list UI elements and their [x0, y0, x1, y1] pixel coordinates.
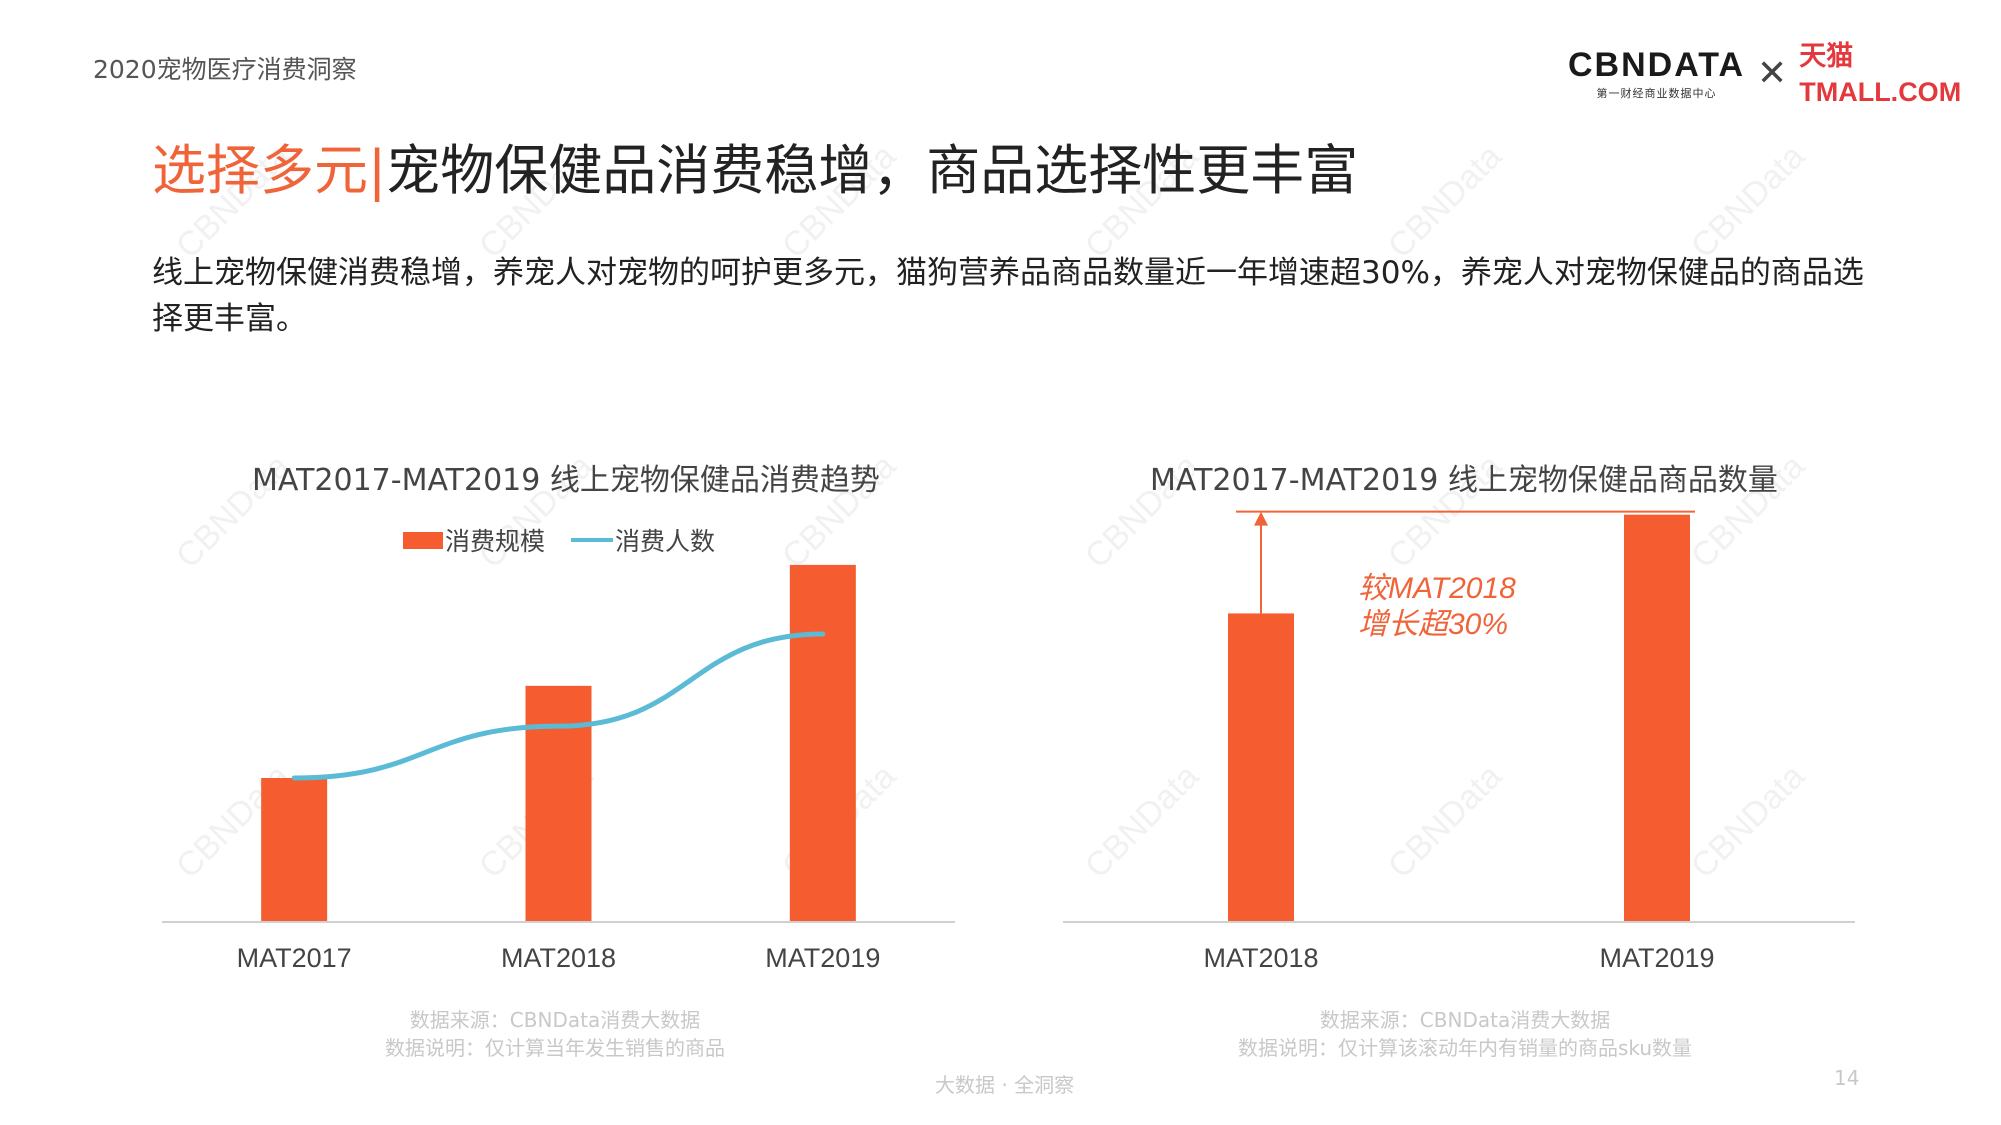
watermark-text: CBNData	[1078, 757, 1206, 885]
watermark-text: CBNData	[1684, 757, 1812, 885]
legend-label-users: 消费人数	[615, 527, 716, 556]
chart1-bar-mat2019	[789, 564, 856, 922]
chart-consumption-trend: MAT2017 MAT2018 MAT2019	[162, 564, 955, 973]
chart2-annotation-line: 增长超30%	[1358, 608, 1508, 641]
watermark-text: CBNData	[1381, 137, 1509, 265]
brand-logo: CBNDATA 第一财经商业数据中心 ✕ 天猫TMALL.COM	[1568, 38, 2001, 110]
legend-line-swatch	[571, 538, 614, 542]
chart1-x-tick-label: MAT2018	[501, 943, 616, 973]
chart1-legend: 消费规模 消费人数	[403, 522, 741, 558]
legend-bar-swatch	[403, 531, 443, 549]
chart1-bar-mat2017	[261, 778, 328, 922]
page-title: 选择多元|宠物保健品消费稳增，商品选择性更丰富	[152, 126, 1358, 205]
chart2-bar-mat2019	[1624, 514, 1690, 922]
chart1-note-explain: 数据说明：仅计算当年发生销售的商品	[385, 1036, 725, 1060]
chart2-source-note: 数据来源：CBNData消费大数据 数据说明：仅计算该滚动年内有销量的商品sku…	[1180, 1006, 1750, 1062]
chart1-bar-mat2018	[525, 685, 592, 922]
chart2-x-tick-label: MAT2019	[1599, 943, 1714, 973]
chart1-source-note: 数据来源：CBNData消费大数据 数据说明：仅计算当年发生销售的商品	[330, 1006, 780, 1062]
chart2-bar-mat2018	[1228, 613, 1294, 922]
page-number: 14	[1834, 1066, 1860, 1090]
tmall-logo-text: 天猫TMALL.COM	[1799, 41, 1962, 107]
cbndata-logo-text: CBNDATA	[1568, 46, 1746, 84]
watermark-text: CBNData	[1684, 137, 1812, 265]
times-icon: ✕	[1757, 53, 1788, 94]
chart1-users-line	[291, 631, 826, 781]
footer-slogan: 大数据 · 全洞察	[935, 1073, 1075, 1097]
chart2-annotation-line: 较MAT2018	[1358, 572, 1516, 605]
report-name: 2020宠物医疗消费洞察	[93, 55, 357, 84]
chart1-title: MAT2017-MAT2019 线上宠物保健品消费趋势	[252, 463, 880, 498]
chart1-note-source: 数据来源：CBNData消费大数据	[409, 1008, 701, 1032]
chart2-title: MAT2017-MAT2019 线上宠物保健品商品数量	[1150, 463, 1778, 498]
cbndata-logo: CBNDATA 第一财经商业数据中心	[1568, 47, 1745, 101]
chart2-note-explain: 数据说明：仅计算该滚动年内有销量的商品sku数量	[1237, 1036, 1693, 1060]
chart2-x-tick-label: MAT2018	[1203, 943, 1318, 973]
chart1-x-tick-label: MAT2017	[237, 943, 352, 973]
legend-label-scale: 消费规模	[445, 527, 546, 556]
page-title-highlight: 选择多元	[152, 139, 368, 202]
chart1-x-tick-label: MAT2019	[765, 943, 880, 973]
cbndata-logo-subtitle: 第一财经商业数据中心	[1596, 87, 1717, 100]
page-title-text: 宠物保健品消费稳增，商品选择性更丰富	[386, 139, 1359, 202]
chart2-note-source: 数据来源：CBNData消费大数据	[1319, 1008, 1611, 1032]
page-title-separator: |	[368, 139, 387, 202]
arrow-up-icon	[1254, 511, 1268, 526]
watermark-text: CBNData	[1381, 757, 1509, 885]
description-text: 线上宠物保健消费稳增，养宠人对宠物的呵护更多元，猫狗营养品商品数量近一年增速超3…	[152, 255, 1864, 337]
